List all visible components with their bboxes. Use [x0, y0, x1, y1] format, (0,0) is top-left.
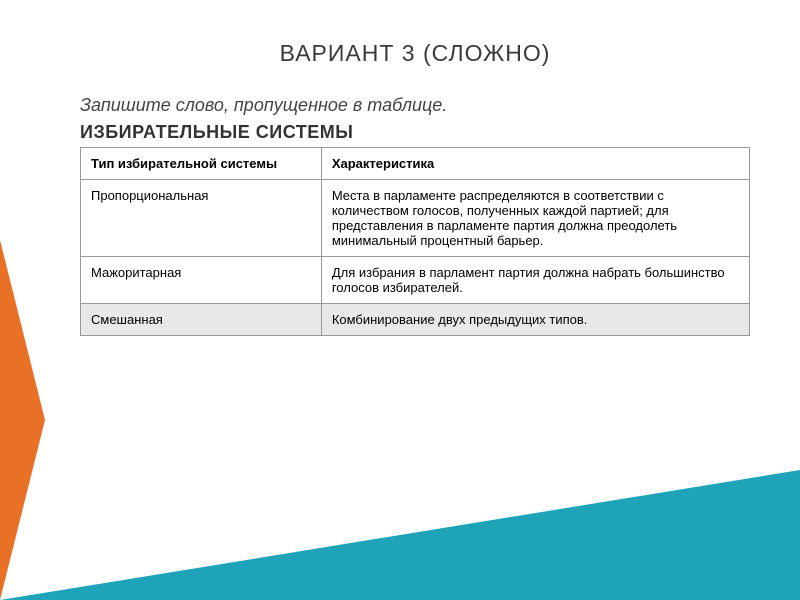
cell-type: Смешанная: [81, 304, 322, 336]
cell-type: Мажоритарная: [81, 257, 322, 304]
cell-desc: Места в парламенте распределяются в соот…: [321, 180, 749, 257]
cell-desc: Комбинирование двух предыдущих типов.: [321, 304, 749, 336]
table-subtitle: ИЗБИРАТЕЛЬНЫЕ СИСТЕМЫ: [80, 122, 750, 143]
table-row: Пропорциональная Места в парламенте расп…: [81, 180, 750, 257]
electoral-systems-table: Тип избирательной системы Характеристика…: [80, 147, 750, 336]
accent-triangle-bottom: [0, 470, 800, 600]
slide-title: ВАРИАНТ 3 (СЛОЖНО): [80, 40, 750, 67]
table-header-row: Тип избирательной системы Характеристика: [81, 148, 750, 180]
col-header-type: Тип избирательной системы: [81, 148, 322, 180]
table-row-highlight: Смешанная Комбинирование двух предыдущих…: [81, 304, 750, 336]
cell-desc: Для избрания в парламент партия должна н…: [321, 257, 749, 304]
table-row: Мажоритарная Для избрания в парламент па…: [81, 257, 750, 304]
slide: ВАРИАНТ 3 (СЛОЖНО) Запишите слово, пропу…: [0, 0, 800, 600]
instruction-text: Запишите слово, пропущенное в таблице.: [80, 95, 750, 116]
content-area: ВАРИАНТ 3 (СЛОЖНО) Запишите слово, пропу…: [0, 0, 800, 336]
col-header-desc: Характеристика: [321, 148, 749, 180]
cell-type: Пропорциональная: [81, 180, 322, 257]
